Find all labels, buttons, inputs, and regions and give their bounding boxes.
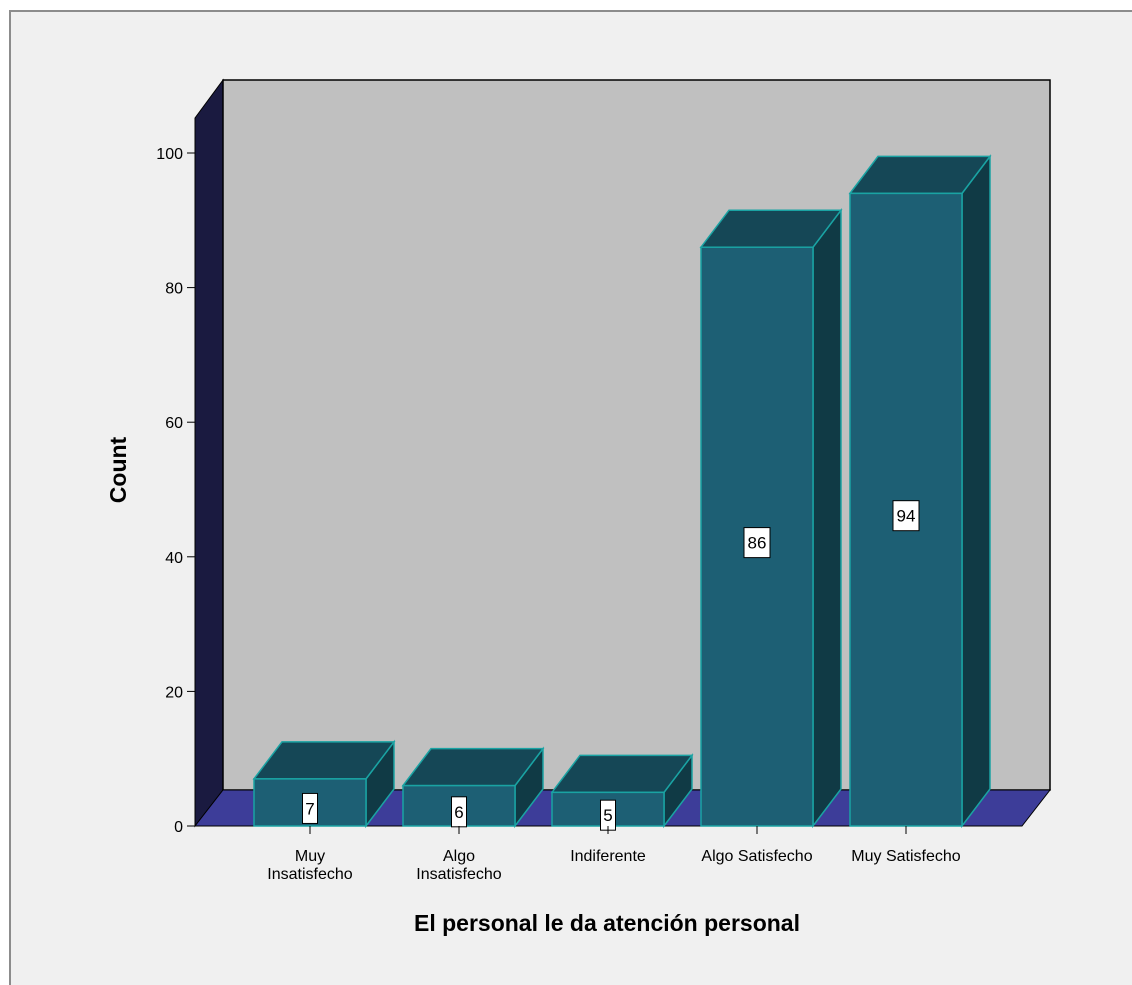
- data-label-box: [892, 500, 920, 532]
- y-tick-label: 60: [165, 415, 183, 432]
- y-tick-label: 0: [174, 819, 183, 836]
- bars: 7 6 5 86 94: [252, 154, 992, 831]
- y-tick-label: 80: [165, 281, 183, 298]
- bar-1: 7: [252, 739, 396, 829]
- x-category-label: Algo: [443, 848, 475, 865]
- data-label-box: [743, 527, 771, 559]
- data-label: 6: [454, 803, 463, 822]
- bar-3: 5: [550, 753, 694, 831]
- x-category-label: Algo Satisfecho: [701, 848, 812, 865]
- data-label: 7: [305, 799, 314, 818]
- y-tick-label: 100: [156, 146, 183, 163]
- bar-5: 94: [848, 154, 992, 829]
- x-axis-categories: MuyInsatisfechoAlgoInsatisfechoIndiferen…: [267, 826, 961, 883]
- y-tick-label: 40: [165, 550, 183, 567]
- data-label-box: [302, 792, 318, 824]
- x-category-label: Insatisfecho: [416, 866, 501, 883]
- data-label: 86: [748, 534, 767, 553]
- y-axis: 0 20 40 60 80 100: [156, 118, 196, 836]
- left-wall: [194, 78, 224, 828]
- bar-2: 6: [401, 746, 545, 829]
- bar-side: [812, 207, 842, 829]
- data-label: 5: [603, 806, 612, 825]
- y-axis-title: Count: [105, 436, 131, 503]
- x-category-label: Indiferente: [570, 848, 646, 865]
- x-category-label: Muy Satisfecho: [851, 848, 960, 865]
- bar-side: [961, 154, 991, 829]
- data-label: 94: [897, 507, 916, 526]
- bar-4: 86: [699, 207, 843, 829]
- x-category-label: Muy: [295, 848, 325, 865]
- x-category-label: Insatisfecho: [267, 866, 352, 883]
- y-tick-label: 20: [165, 684, 183, 701]
- x-axis-title: El personal le da atención personal: [414, 910, 800, 936]
